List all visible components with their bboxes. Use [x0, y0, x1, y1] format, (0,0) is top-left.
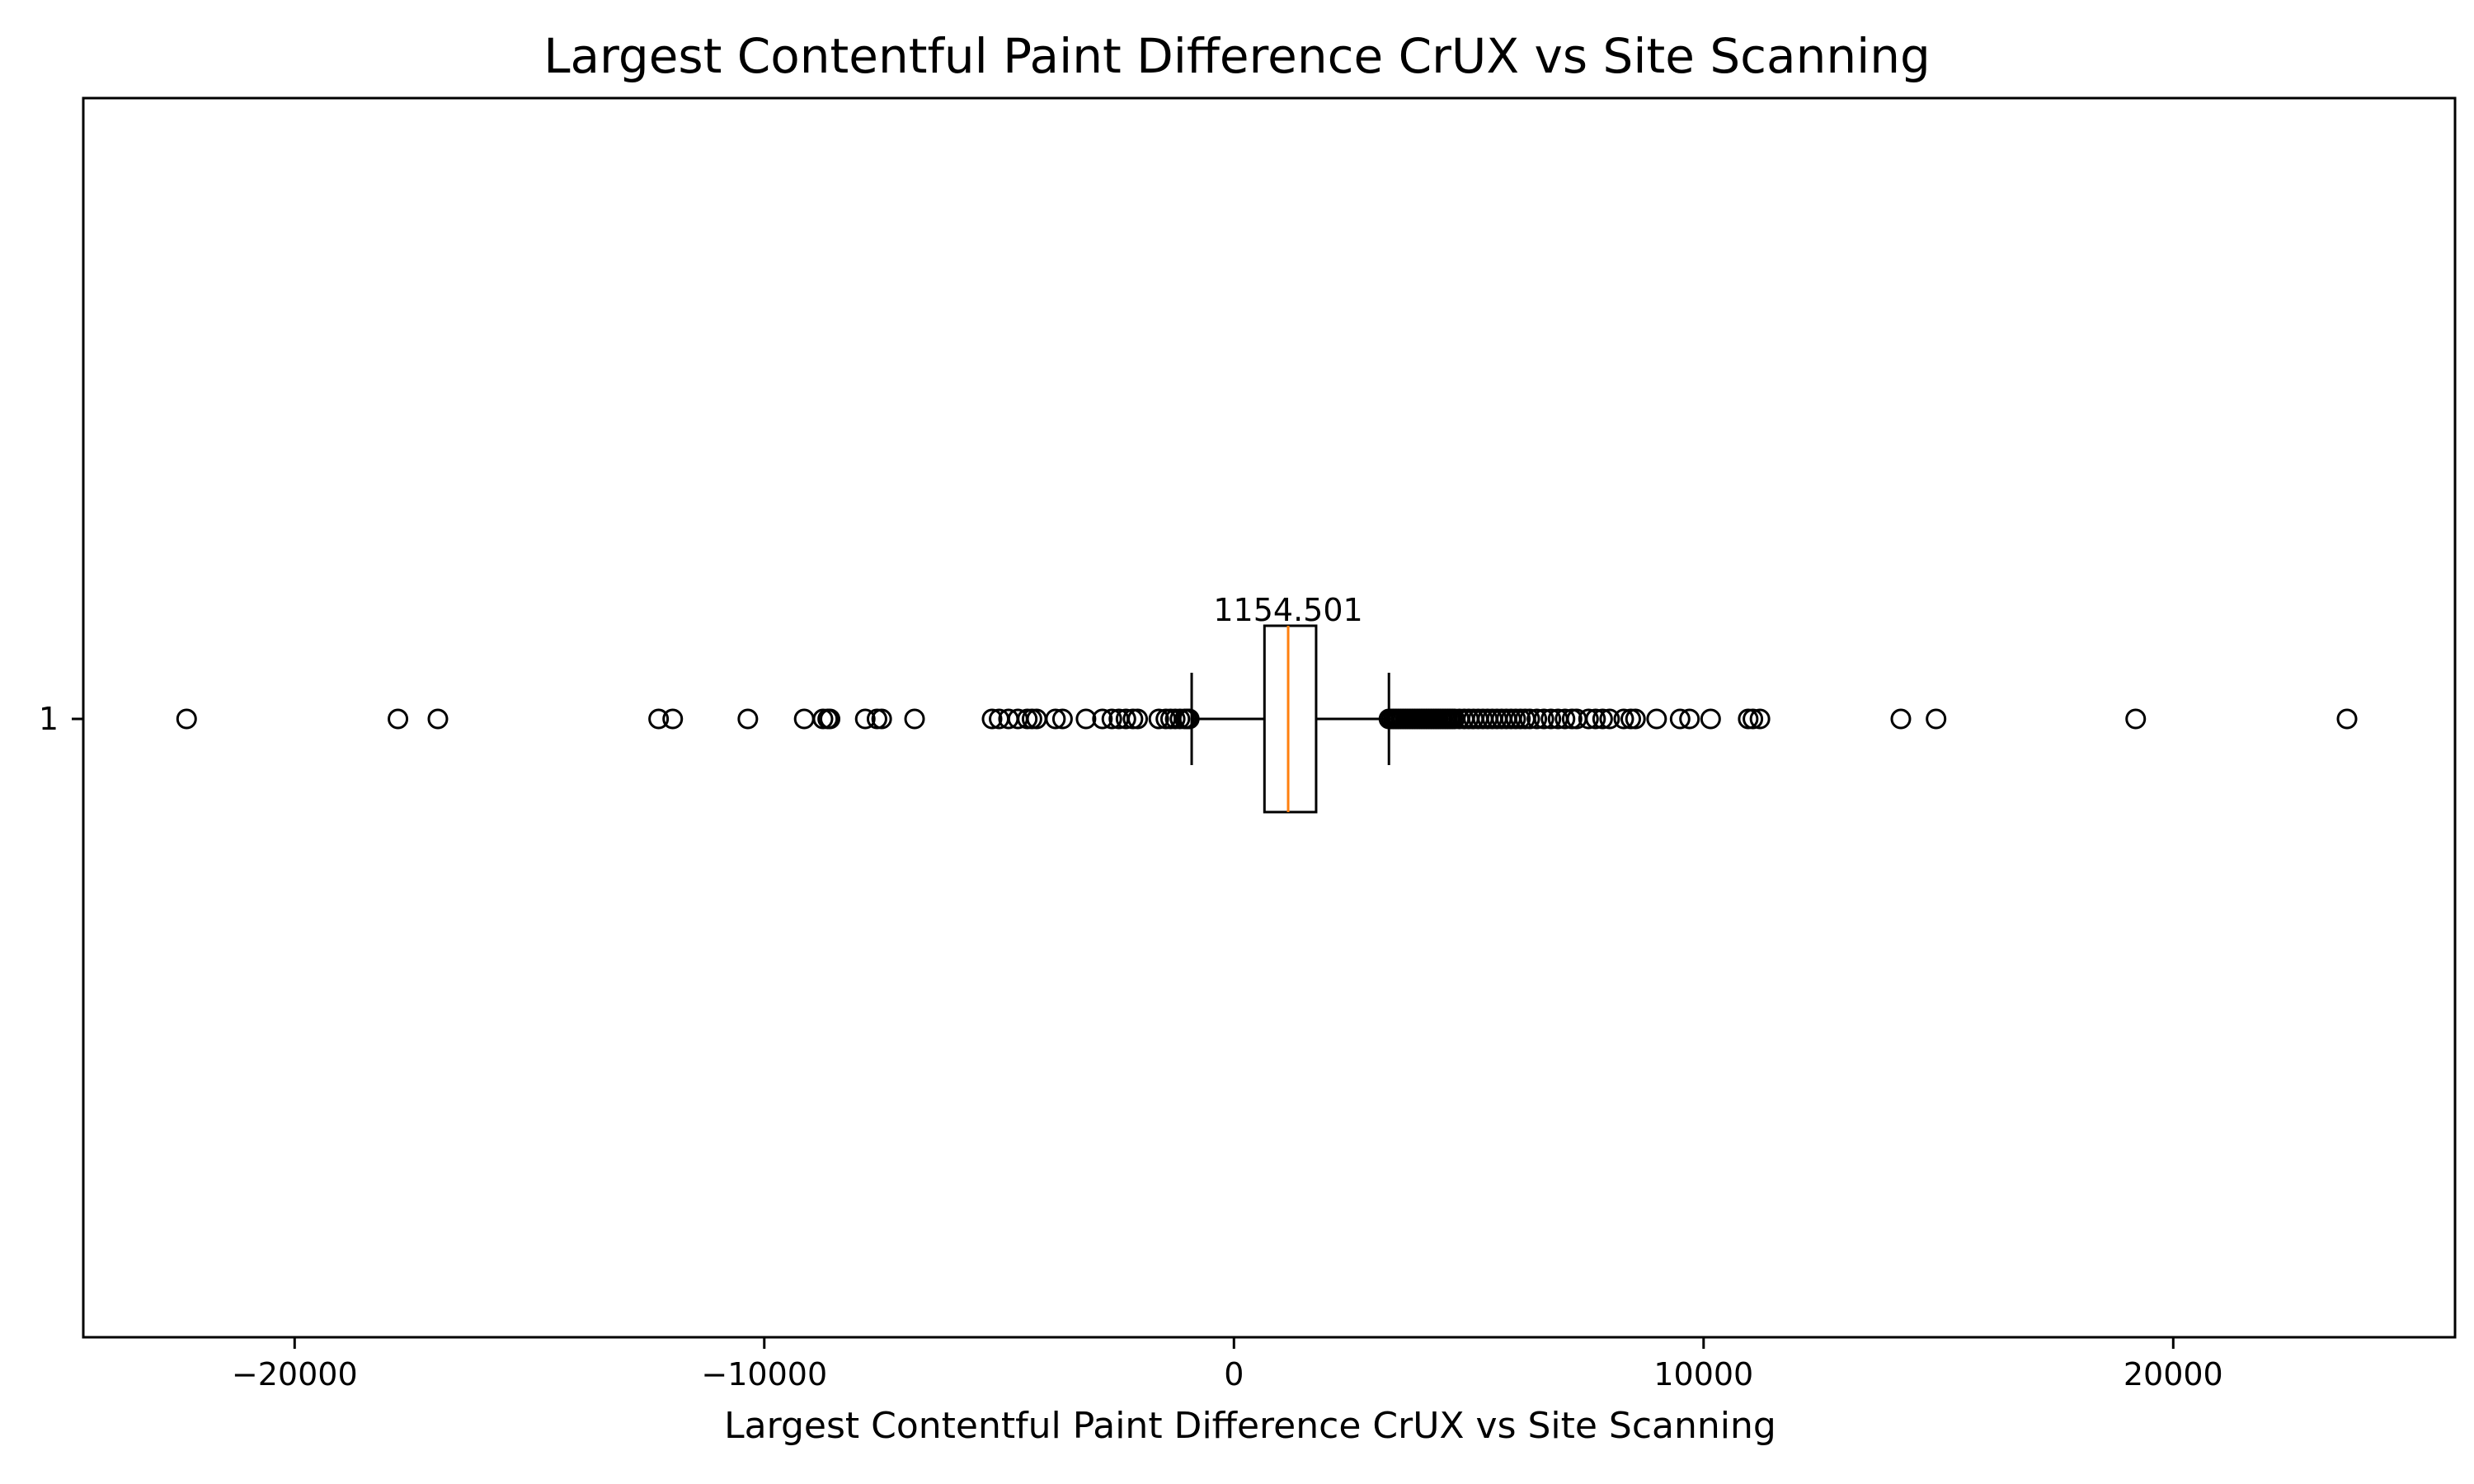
outlier-point [1592, 708, 1613, 730]
outlier-point [904, 708, 925, 730]
outlier-point [1749, 708, 1771, 730]
outlier-point [1890, 708, 1912, 730]
outlier-point [388, 708, 409, 730]
x-tick-label: −10000 [701, 1356, 827, 1392]
outlier-point [1178, 708, 1200, 730]
outlier-point [793, 708, 815, 730]
plot-frame [82, 96, 2457, 1339]
x-tick-label: 0 [1224, 1356, 1244, 1392]
outlier-point [1578, 708, 1599, 730]
outlier-layer [176, 708, 2358, 730]
outlier-point [1679, 708, 1700, 730]
outlier-point [662, 708, 684, 730]
outlier-point [1051, 708, 1073, 730]
outlier-point [1926, 708, 1947, 730]
median-value-label: 1154.501 [1213, 592, 1362, 628]
x-tick-label: 10000 [1653, 1356, 1753, 1392]
outlier-point [648, 708, 670, 730]
outlier-point [1075, 708, 1097, 730]
outlier-point [1115, 708, 1136, 730]
outlier-point [1646, 708, 1667, 730]
outlier-point [176, 708, 197, 730]
outlier-point [1127, 708, 1149, 730]
outlier-point [1148, 708, 1169, 730]
chart-title: Largest Contentful Paint Difference CrUX… [543, 28, 1931, 84]
x-tick-label: 20000 [2124, 1356, 2223, 1392]
y-tick-label: 1 [39, 701, 59, 737]
outlier-point [1669, 708, 1691, 730]
x-tick-label: −20000 [232, 1356, 358, 1392]
outlier-point [1519, 708, 1540, 730]
outlier-point [1526, 708, 1548, 730]
outlier-point [2336, 708, 2358, 730]
tick-layer: −20000 −10000 0 10000 20000 1 [39, 701, 2223, 1392]
outlier-point [1092, 708, 1113, 730]
outlier-point [871, 708, 892, 730]
outlier-point [1743, 708, 1764, 730]
box-layer: 1154.501 [1190, 592, 1390, 814]
outlier-point [1599, 708, 1620, 730]
outlier-point [981, 708, 1003, 730]
x-axis-label: Largest Contentful Paint Difference CrUX… [724, 1405, 1776, 1447]
outlier-point [1625, 708, 1646, 730]
outlier-point [820, 708, 841, 730]
outlier-point [2125, 708, 2147, 730]
outlier-point [1700, 708, 1721, 730]
outlier-point [1554, 708, 1576, 730]
outlier-point [1540, 708, 1562, 730]
outlier-point [854, 708, 876, 730]
outlier-point [427, 708, 449, 730]
outlier-point [1045, 708, 1066, 730]
outlier-point [1533, 708, 1554, 730]
outlier-point [1101, 708, 1122, 730]
interquartile-box [1263, 624, 1318, 814]
outlier-point [737, 708, 759, 730]
outlier-point [1613, 708, 1634, 730]
outlier-point [1585, 708, 1606, 730]
